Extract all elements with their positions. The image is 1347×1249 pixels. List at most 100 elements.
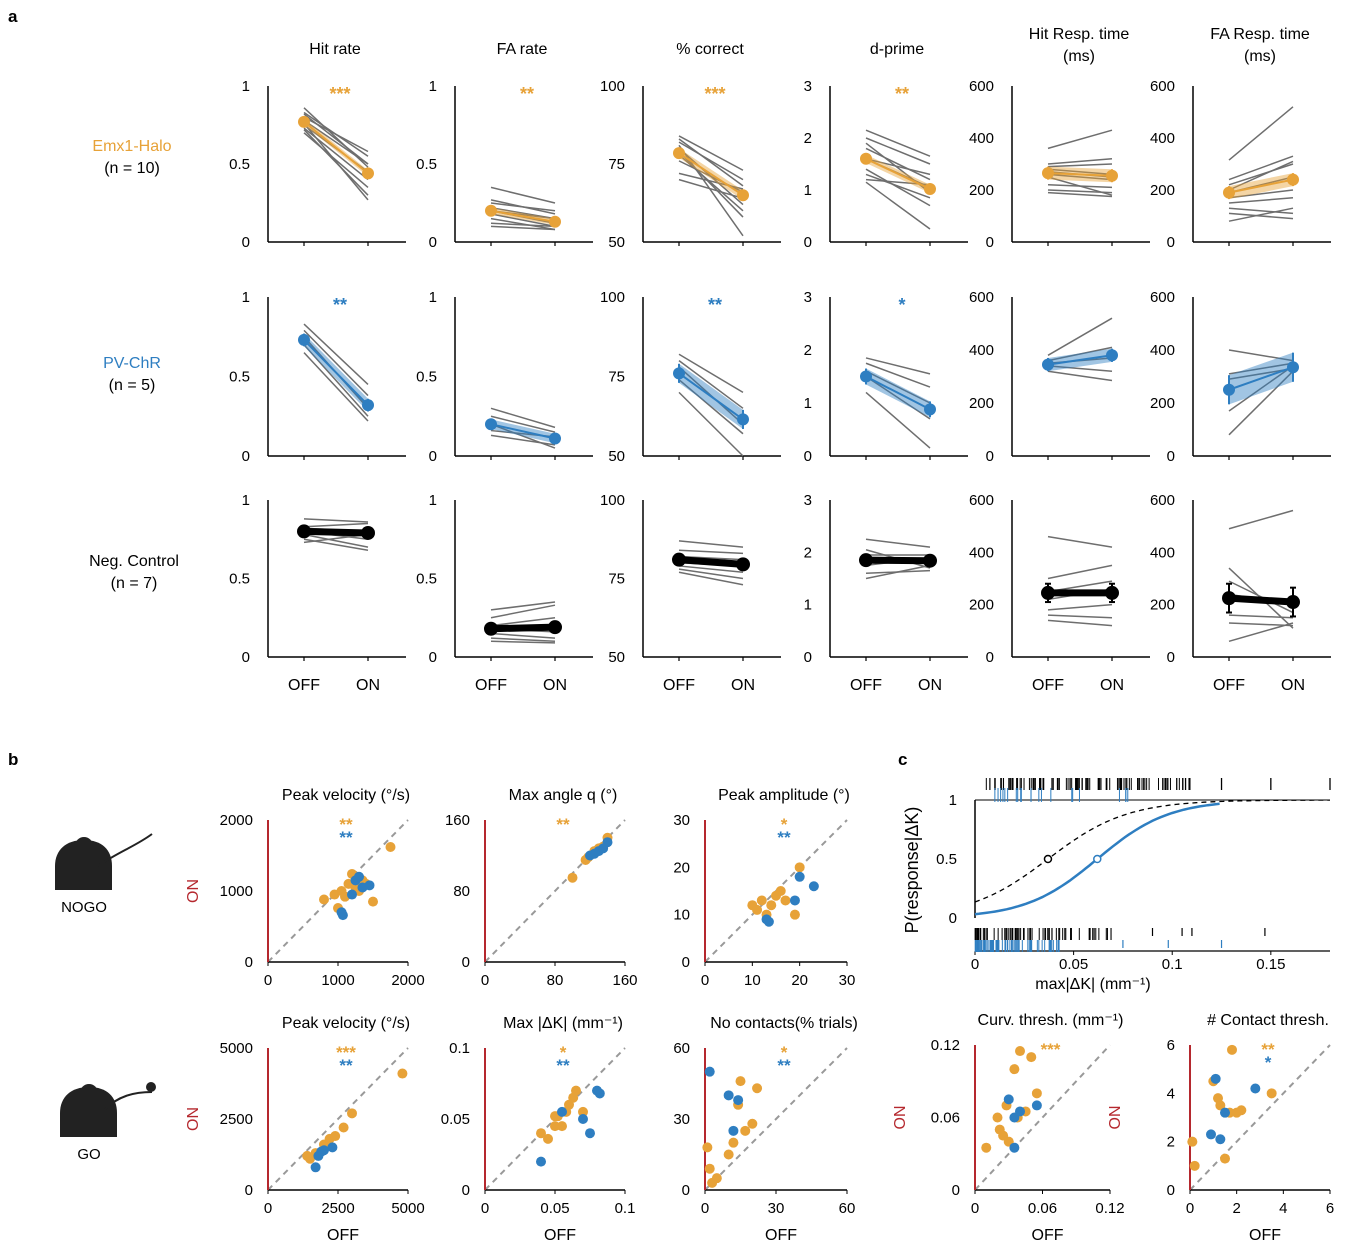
- chr-point: [763, 916, 774, 927]
- subject-line: [1228, 155, 1294, 181]
- subject-line: [1047, 168, 1113, 176]
- halo-point: [385, 841, 396, 852]
- y-tick-label: 0: [949, 910, 957, 927]
- y-tick-label: 0: [1167, 1182, 1175, 1199]
- subplot-a: 0 0.5 1 **: [416, 78, 593, 251]
- halo-point: [536, 1128, 546, 1139]
- plot-title: Curv. thresh. (mm⁻¹): [978, 1012, 1124, 1029]
- y-axis-label: ON: [892, 1106, 909, 1130]
- y-tick-label: 50: [608, 234, 625, 251]
- y-tick-label: 50: [608, 448, 625, 465]
- subject-line: [490, 423, 556, 449]
- mean-point: [484, 621, 498, 636]
- subject-line: [1047, 163, 1113, 168]
- subject-line: [1047, 129, 1113, 150]
- subject-line: [1228, 622, 1294, 643]
- halo-point: [752, 1083, 763, 1094]
- subject-line: [678, 549, 744, 555]
- mean-point: [298, 115, 310, 128]
- mean-point: [297, 524, 311, 539]
- subject-line: [303, 344, 369, 417]
- subject-line: [1228, 207, 1294, 222]
- chr-point: [1206, 1129, 1216, 1140]
- subplot-a: 0 1 2 3 *: [804, 289, 968, 465]
- subplot-a: 0 200 400 600: [1150, 78, 1331, 251]
- scatter-plot: 00 0.06 0.06 0.12 0.12 Curv. thresh. (mm⁻¹) **…: [892, 1012, 1125, 1244]
- y-tick-label: 200: [969, 597, 994, 614]
- mean-point: [737, 189, 749, 202]
- subject-line: [303, 352, 369, 422]
- mean-point: [1222, 591, 1236, 606]
- subject-line: [1047, 564, 1113, 580]
- mean-point: [1287, 173, 1299, 186]
- mean-point: [1223, 186, 1235, 199]
- halo-point: [735, 1076, 746, 1087]
- row-n-neg-control: (n = 7): [111, 575, 158, 592]
- x-tick-label: 0: [481, 972, 489, 989]
- subject-line: [1047, 365, 1113, 372]
- x-tick-label: 0: [1186, 1200, 1194, 1217]
- subject-line: [303, 329, 369, 397]
- subject-line: [490, 213, 556, 228]
- subject-line: [1047, 614, 1113, 619]
- mouse-go-icon: [60, 1082, 156, 1137]
- subject-line: [1047, 191, 1113, 198]
- mean-point: [859, 553, 873, 568]
- subject-line: [1047, 184, 1113, 189]
- chr-point: [1220, 1107, 1230, 1118]
- mean-line: [678, 372, 744, 421]
- subplot-a: 0 1 2 3 OFF ON: [804, 492, 968, 694]
- y-tick-label: 600: [969, 492, 994, 509]
- mean-point: [362, 167, 374, 180]
- x-tick-label: OFF: [1213, 677, 1245, 694]
- y-tick-label: 0: [429, 448, 437, 465]
- y-tick-label: 0.05: [441, 1111, 470, 1128]
- y-tick-label: 0.5: [229, 156, 250, 173]
- significance-stars: *: [898, 295, 905, 315]
- significance-stars: *: [781, 1043, 788, 1062]
- halo-point: [789, 909, 800, 920]
- subject-line: [865, 391, 931, 449]
- y-tick-label: 0: [1167, 649, 1175, 666]
- subplot-a: 50 75 100 OFF ON: [600, 492, 781, 694]
- x-tick-label: 0: [701, 1200, 709, 1217]
- mean-line: [490, 623, 556, 633]
- x-tick-label: 4: [1279, 1200, 1287, 1217]
- x-axis-label: OFF: [765, 1227, 797, 1244]
- halo-point: [1189, 1160, 1200, 1171]
- subject-line: [490, 434, 556, 446]
- mean-point: [737, 413, 749, 426]
- y-tick-label: 2: [804, 130, 812, 147]
- subject-line: [678, 565, 744, 573]
- significance-stars: **: [339, 828, 353, 847]
- mean-line: [865, 157, 931, 190]
- subject-line: [678, 138, 744, 187]
- y-tick-label: 60: [673, 1040, 690, 1057]
- halo-point: [723, 1149, 734, 1160]
- subplot-a: 0 0.5 1 OFF ON: [229, 492, 406, 694]
- chr-point: [1210, 1073, 1221, 1084]
- subplot-a: 0 200 400 600 OFF ON: [1150, 492, 1331, 694]
- halo-point: [766, 900, 777, 911]
- mean-line: [1047, 172, 1113, 177]
- col-title: FA rate: [497, 41, 548, 58]
- mean-line: [1047, 354, 1113, 366]
- subject-line: [490, 617, 556, 627]
- y-tick-label: 0.5: [416, 369, 437, 386]
- mean-point: [549, 215, 561, 228]
- y-tick-label: 10: [673, 907, 690, 924]
- mean-point: [362, 399, 374, 412]
- y-axis-label: P(response|ΔK): [902, 807, 922, 934]
- x-tick-label: 1000: [321, 972, 354, 989]
- scatter-plot: 00 2 2 4 4 6 6 # Contact thresh. *** OFF ON: [1107, 1012, 1334, 1244]
- subject-line: [1228, 509, 1294, 530]
- y-tick-label: 2500: [220, 1111, 253, 1128]
- chr-point: [337, 910, 348, 921]
- mean-point: [672, 552, 686, 567]
- subject-line: [1047, 189, 1113, 194]
- subject-line: [1047, 317, 1113, 356]
- x-tick-label: 20: [791, 972, 808, 989]
- y-tick-label: 400: [1150, 130, 1175, 147]
- mean-point: [923, 553, 937, 568]
